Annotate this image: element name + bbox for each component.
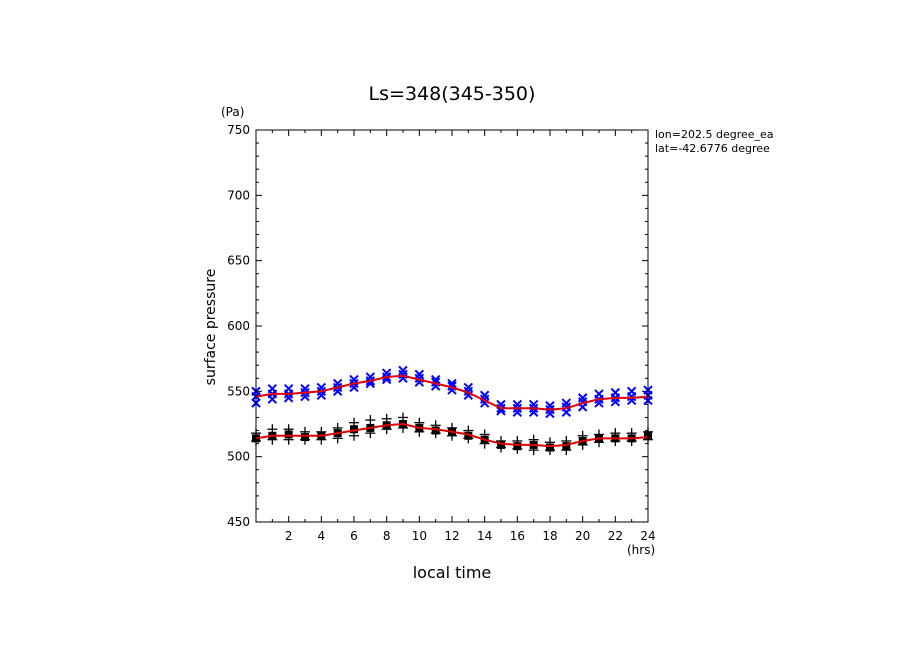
data-point-x (577, 393, 588, 403)
data-point-x (545, 408, 555, 419)
data-point-x (463, 382, 474, 393)
x-tick-label: 14 (477, 529, 492, 543)
data-point-plus (414, 417, 425, 428)
annotation-lat: lat=-42.6776 degree (655, 142, 770, 155)
y-tick-label: 700 (227, 188, 250, 202)
y-tick-label: 650 (227, 254, 250, 268)
data-point-plus (398, 412, 408, 423)
data-point-plus (577, 430, 588, 441)
data-point-plus (561, 445, 572, 456)
data-point-x (267, 384, 278, 394)
data-point-x (316, 390, 327, 400)
fit-line (255, 374, 649, 411)
fit-lines (255, 374, 649, 448)
data-point-x (561, 407, 572, 417)
plot-frame (255, 129, 649, 523)
x-tick-label: 10 (412, 529, 427, 543)
data-point-plus (332, 433, 343, 444)
x-tick-label: 20 (575, 529, 590, 543)
data-point-square (350, 425, 358, 434)
chart-title: Ls=348(345-350) (369, 83, 536, 105)
y-unit-label: (Pa) (221, 105, 244, 119)
x-tick-label: 18 (542, 529, 557, 543)
fit-line (255, 422, 649, 448)
data-point-plus (528, 434, 539, 445)
data-point-x (479, 398, 490, 408)
x-tick-label: 22 (608, 529, 623, 543)
data-point-x (512, 399, 523, 410)
data-point-square (284, 430, 293, 439)
data-point-x (594, 389, 604, 399)
y-tick-label: 450 (227, 515, 250, 529)
data-point-plus (479, 429, 490, 440)
data-point-x (561, 398, 572, 408)
data-points (251, 365, 653, 456)
data-point-plus (267, 424, 278, 435)
axes: 2 4 6 8 10 12 14 16 18 20 22 2445050055060065070075… (227, 123, 656, 543)
data-point-plus (349, 430, 359, 441)
data-point-plus (283, 424, 294, 435)
data-point-x (479, 390, 490, 400)
x-tick-label: 6 (350, 529, 358, 543)
data-point-x (626, 386, 637, 397)
x-tick-label: 16 (510, 529, 525, 543)
y-tick-label: 600 (227, 319, 250, 333)
data-point-x (545, 400, 555, 411)
x-tick-label: 24 (640, 529, 655, 543)
data-point-x (414, 369, 425, 380)
annotation-lon: lon=202.5 degree_ea (655, 128, 774, 141)
data-point-x (528, 407, 539, 417)
data-point-x (283, 393, 294, 403)
x-tick-label: 12 (444, 529, 459, 543)
data-point-x (512, 407, 523, 417)
x-axis-label: local time (413, 563, 492, 582)
y-tick-label: 550 (227, 384, 250, 398)
data-point-plus (381, 413, 392, 424)
y-tick-label: 750 (227, 123, 250, 137)
data-point-x (610, 397, 621, 407)
data-point-x (300, 391, 310, 402)
data-point-plus (332, 422, 343, 433)
data-point-x (528, 399, 539, 410)
data-point-plus (365, 415, 376, 426)
data-point-plus (349, 417, 359, 428)
data-point-plus (528, 445, 539, 456)
y-tick-label: 500 (227, 450, 250, 464)
data-point-x (283, 384, 294, 394)
data-point-x (267, 394, 278, 404)
x-tick-label: 4 (318, 529, 326, 543)
data-point-plus (365, 428, 376, 439)
x-tick-label: 8 (383, 529, 391, 543)
data-point-x (381, 368, 392, 378)
data-point-x (398, 365, 408, 376)
x-tick-label: 2 (285, 529, 293, 543)
x-unit-label: (hrs) (627, 543, 655, 557)
data-point-x (610, 387, 621, 398)
y-axis-label: surface pressure (203, 269, 219, 386)
